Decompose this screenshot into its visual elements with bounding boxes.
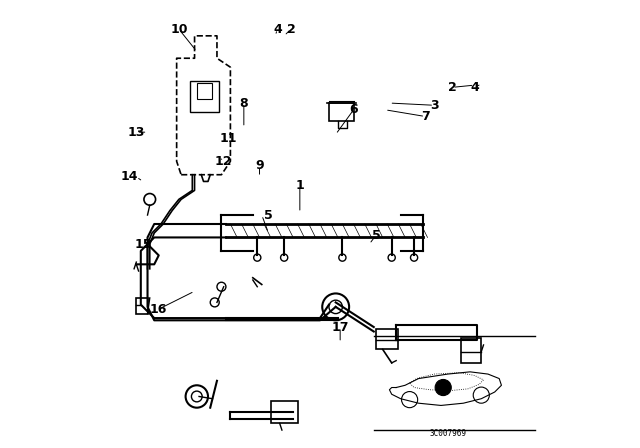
Text: 5: 5 — [372, 228, 380, 242]
Text: 4: 4 — [273, 22, 282, 36]
Text: 11: 11 — [220, 132, 237, 146]
Bar — [329, 103, 354, 121]
Text: 3: 3 — [430, 99, 438, 112]
Circle shape — [435, 379, 451, 396]
Text: 16: 16 — [150, 302, 168, 316]
Text: 12: 12 — [215, 155, 232, 168]
Text: 17: 17 — [332, 320, 349, 334]
Bar — [271, 401, 298, 423]
Text: 8: 8 — [239, 96, 248, 110]
Text: 3C007969: 3C007969 — [429, 429, 466, 438]
Text: 4: 4 — [470, 81, 479, 94]
Text: 10: 10 — [170, 22, 188, 36]
Bar — [376, 329, 398, 349]
Text: 9: 9 — [255, 159, 264, 172]
Text: 6: 6 — [349, 103, 358, 116]
Bar — [197, 83, 212, 99]
Text: 15: 15 — [134, 237, 152, 251]
Text: 7: 7 — [421, 110, 429, 123]
Bar — [136, 298, 148, 314]
Text: 5: 5 — [264, 208, 273, 222]
Text: 2: 2 — [287, 22, 295, 36]
Text: 14: 14 — [121, 170, 138, 184]
Bar — [190, 81, 219, 112]
Text: 13: 13 — [127, 125, 145, 139]
Text: 2: 2 — [448, 81, 456, 94]
Text: 1: 1 — [296, 179, 304, 193]
Bar — [461, 338, 481, 363]
